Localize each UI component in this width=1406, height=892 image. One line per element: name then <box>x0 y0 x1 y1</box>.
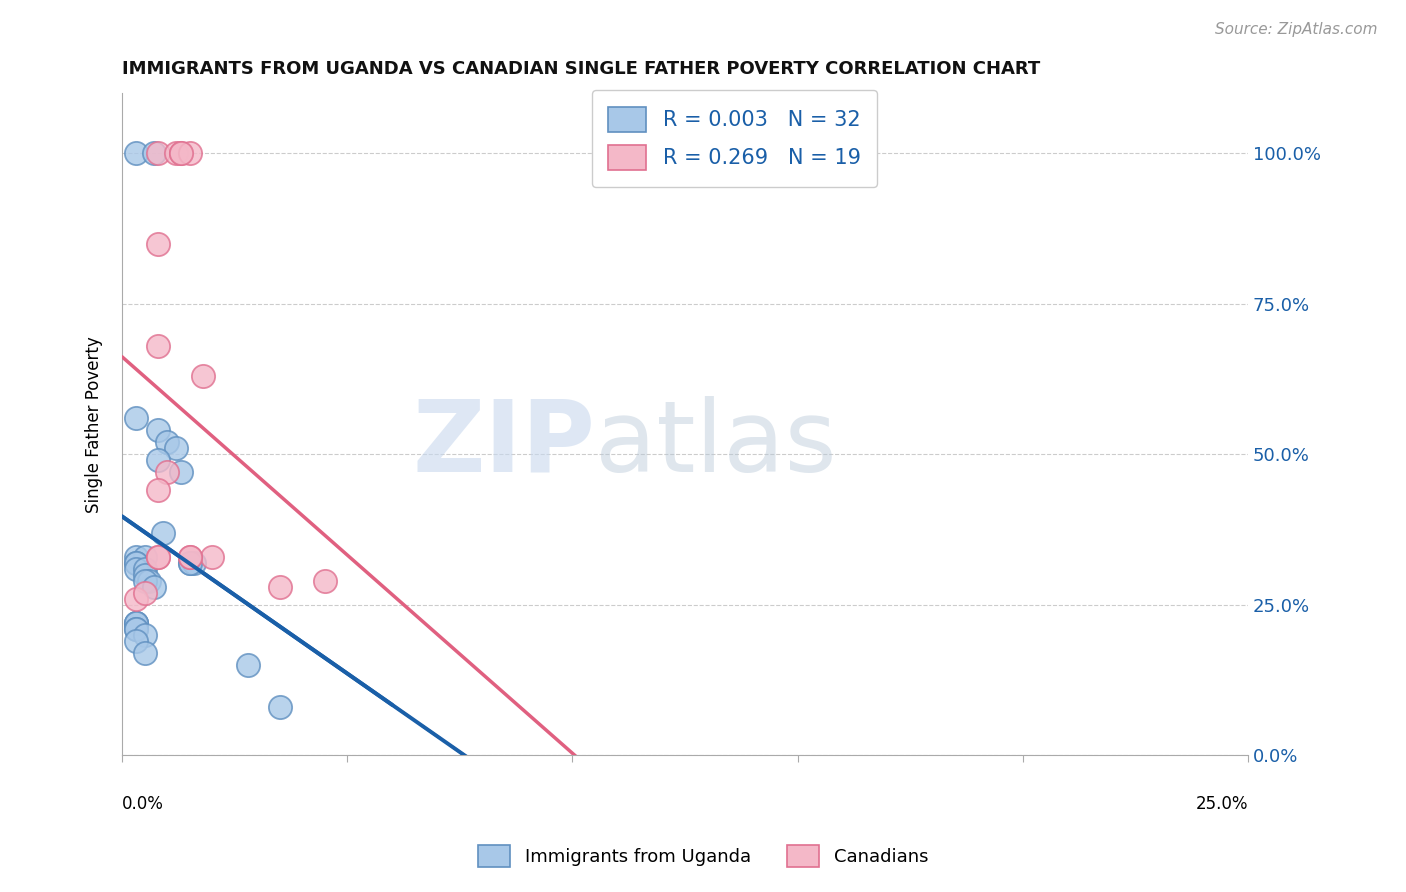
Point <box>124 622 146 636</box>
Point <box>124 549 146 564</box>
Point <box>142 580 165 594</box>
Point <box>124 411 146 425</box>
Legend: Immigrants from Uganda, Canadians: Immigrants from Uganda, Canadians <box>471 838 935 874</box>
Point <box>169 146 191 161</box>
Point <box>124 615 146 630</box>
Point <box>134 549 156 564</box>
Point <box>179 549 201 564</box>
Point <box>201 549 224 564</box>
Text: Source: ZipAtlas.com: Source: ZipAtlas.com <box>1215 22 1378 37</box>
Point <box>134 586 156 600</box>
Point <box>179 556 201 570</box>
Point <box>146 146 169 161</box>
Point <box>134 562 156 576</box>
Point <box>146 483 169 498</box>
Point <box>156 435 179 450</box>
Point <box>179 549 201 564</box>
Point <box>269 700 291 714</box>
Point <box>124 591 146 606</box>
Text: 25.0%: 25.0% <box>1195 795 1249 814</box>
Point <box>269 580 291 594</box>
Point <box>165 442 187 456</box>
Point <box>314 574 336 588</box>
Point <box>142 146 165 161</box>
Point <box>169 146 191 161</box>
Point <box>124 562 146 576</box>
Point <box>134 567 156 582</box>
Text: atlas: atlas <box>595 395 837 492</box>
Legend: R = 0.003   N = 32, R = 0.269   N = 19: R = 0.003 N = 32, R = 0.269 N = 19 <box>592 90 877 187</box>
Point <box>236 658 259 673</box>
Point <box>124 556 146 570</box>
Point <box>124 556 146 570</box>
Point <box>191 369 214 384</box>
Point <box>124 634 146 648</box>
Point <box>152 525 174 540</box>
Point <box>146 453 169 467</box>
Text: 0.0%: 0.0% <box>122 795 165 814</box>
Point <box>146 339 169 353</box>
Y-axis label: Single Father Poverty: Single Father Poverty <box>86 335 103 513</box>
Point <box>146 549 169 564</box>
Point <box>146 549 169 564</box>
Point <box>156 466 179 480</box>
Text: IMMIGRANTS FROM UGANDA VS CANADIAN SINGLE FATHER POVERTY CORRELATION CHART: IMMIGRANTS FROM UGANDA VS CANADIAN SINGL… <box>122 60 1040 78</box>
Point <box>124 615 146 630</box>
Point <box>134 628 156 642</box>
Point <box>124 615 146 630</box>
Point <box>169 466 191 480</box>
Point <box>146 236 169 251</box>
Point <box>138 574 160 588</box>
Point <box>183 556 205 570</box>
Point <box>134 646 156 660</box>
Point <box>165 146 187 161</box>
Point <box>134 574 156 588</box>
Point <box>179 146 201 161</box>
Point <box>124 146 146 161</box>
Text: ZIP: ZIP <box>412 395 595 492</box>
Point <box>124 622 146 636</box>
Point <box>179 556 201 570</box>
Point <box>146 423 169 437</box>
